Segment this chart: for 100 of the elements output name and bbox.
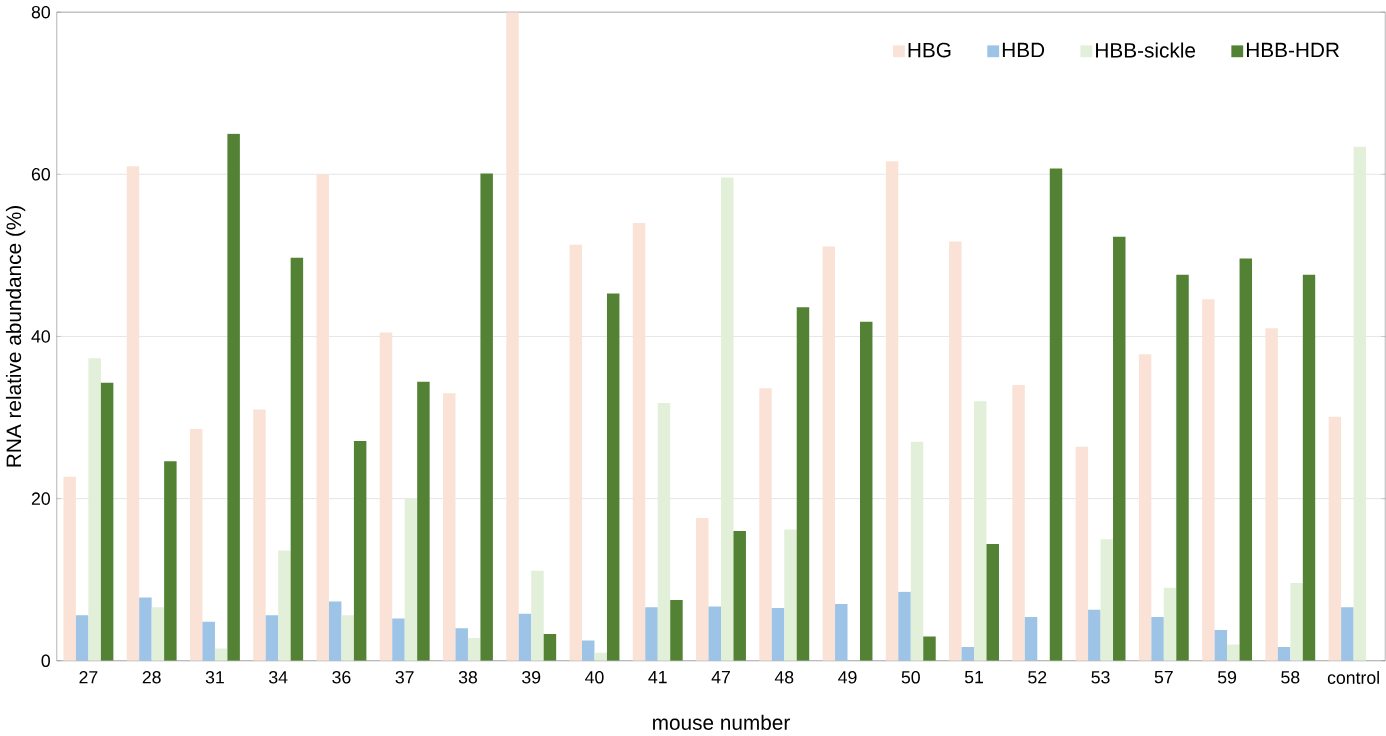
bar [1341, 607, 1354, 661]
bar [467, 638, 481, 661]
bar [100, 382, 114, 661]
bar [657, 403, 671, 661]
bar [569, 244, 583, 661]
bar [670, 600, 683, 661]
bar [417, 381, 430, 661]
bar [543, 634, 557, 661]
x-tick-label: 57 [1154, 671, 1173, 684]
x-tick-label: 58 [1281, 671, 1300, 684]
x-tick-label: control [1327, 671, 1379, 685]
y-tick-label: 40 [31, 330, 50, 343]
bar [63, 476, 76, 661]
bar [341, 615, 354, 661]
x-tick-label: 50 [901, 671, 920, 684]
bar [1265, 328, 1278, 661]
bar [859, 321, 873, 661]
bar [696, 518, 709, 661]
bar [784, 529, 797, 661]
bar [164, 461, 177, 661]
bar [771, 608, 785, 661]
y-tick-label: 0 [41, 654, 50, 668]
bar [404, 498, 418, 661]
bar [1075, 446, 1089, 661]
legend-label: HBG [908, 42, 951, 58]
bar [253, 409, 266, 661]
bar [885, 161, 899, 661]
bar [986, 544, 999, 661]
bar [88, 358, 101, 661]
bar [227, 133, 240, 661]
bar [1227, 644, 1240, 661]
bar [1239, 258, 1253, 661]
y-tick-label: 80 [31, 5, 50, 19]
bar [708, 606, 721, 661]
bar [645, 607, 658, 661]
bar [759, 388, 772, 661]
x-tick-label: 31 [205, 671, 224, 684]
x-tick-label: 38 [458, 671, 478, 684]
bar [1163, 587, 1177, 661]
bar [531, 570, 544, 661]
x-tick-label: 37 [395, 671, 414, 684]
x-tick-label: 36 [332, 671, 351, 684]
bar [1100, 539, 1114, 661]
bar [379, 332, 393, 661]
bar [278, 550, 291, 661]
x-tick-label: 51 [964, 671, 983, 684]
bar [733, 531, 746, 661]
y-axis-title: RNA relative abundance (%) [5, 206, 26, 467]
bar [1202, 299, 1215, 661]
bar [316, 174, 329, 661]
x-tick-label: 40 [585, 671, 604, 684]
bar [721, 177, 734, 661]
bar [1024, 617, 1038, 661]
bar [606, 293, 620, 661]
bar [910, 441, 924, 661]
bar [480, 173, 493, 661]
x-tick-label: 59 [1217, 671, 1237, 684]
x-tick-label: 39 [522, 671, 541, 684]
x-axis-title: mouse number [653, 714, 790, 731]
x-tick-label: 52 [1028, 671, 1047, 684]
x-tick-label: 41 [648, 671, 667, 684]
bar [923, 636, 936, 661]
bar [126, 166, 140, 661]
legend-label: HBB-sickle [1096, 42, 1196, 58]
bar [1088, 609, 1101, 661]
bar [392, 618, 405, 661]
bar [1176, 274, 1189, 661]
legend-label: HBB-HDR [1246, 42, 1339, 58]
bar [594, 652, 607, 661]
bar [151, 607, 165, 661]
bar [353, 441, 367, 661]
bar [443, 393, 456, 661]
bar [898, 591, 911, 661]
bar [328, 601, 342, 661]
bar [1012, 385, 1025, 661]
bar [518, 613, 532, 661]
bar [75, 615, 89, 661]
bar [139, 597, 152, 661]
x-tick-label: 53 [1091, 671, 1110, 684]
bar [1138, 354, 1152, 661]
x-tick-label: 27 [79, 671, 98, 684]
bar [202, 621, 215, 661]
bar [265, 615, 279, 661]
bar [1049, 168, 1063, 661]
bar [582, 640, 595, 661]
bar [1277, 647, 1291, 661]
bar [949, 241, 962, 661]
bar [1113, 236, 1126, 661]
bar [1151, 617, 1164, 661]
bar [974, 401, 987, 661]
x-tick-label: 28 [142, 671, 161, 684]
x-tick-label: 48 [774, 671, 794, 684]
bar [506, 12, 519, 661]
legend-label: HBD [1002, 42, 1045, 58]
bar [1214, 630, 1228, 661]
bar [961, 647, 975, 661]
bar [290, 257, 304, 661]
x-tick-label: 47 [711, 671, 730, 684]
x-tick-label: 49 [838, 671, 857, 684]
bar [1290, 583, 1303, 661]
